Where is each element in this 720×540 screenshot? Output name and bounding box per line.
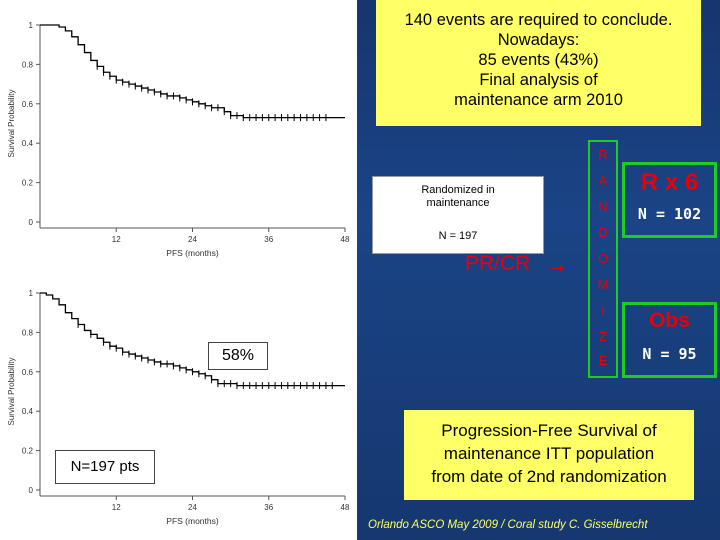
pfs-note-line: Progression-Free Survival of (441, 421, 657, 440)
randomized-title-line: maintenance (426, 197, 490, 209)
x-tick-label: 12 (112, 503, 121, 512)
y-tick-label: 0.2 (22, 447, 34, 456)
x-tick-label: 48 (341, 503, 350, 512)
footer-citation: Orlando ASCO May 2009 / Coral study C. G… (368, 519, 648, 531)
arm-rituximab-label: R x 6 (640, 169, 699, 196)
y-tick-label: 0 (29, 218, 34, 227)
y-axis-label: Survival Probability (7, 357, 16, 425)
events-note-line: Final analysis of (479, 71, 598, 89)
pfs-note: Progression-Free Survival of maintenance… (404, 410, 694, 500)
randomize-column: R A N D O M I Z E (588, 140, 618, 378)
y-tick-label: 0.4 (22, 407, 34, 416)
events-note: 140 events are required to conclude. Now… (376, 0, 701, 126)
randomize-letter: D (598, 225, 608, 240)
x-axis-label: PFS (months) (166, 248, 219, 258)
y-tick-label: 0.6 (22, 368, 34, 377)
events-note-line: 140 events are required to conclude. (404, 11, 673, 29)
y-tick-label: 0.8 (22, 60, 34, 69)
y-tick-label: 0.6 (22, 100, 34, 109)
x-tick-label: 24 (188, 235, 197, 244)
arm-rituximab-box: R x 6 N = 102 (622, 162, 717, 238)
arm-rituximab-n: N = 102 (637, 205, 702, 223)
randomize-letter: N (598, 199, 608, 214)
y-tick-label: 1 (29, 289, 34, 298)
randomize-letter: E (598, 353, 608, 368)
pfs-note-line: from date of 2nd randomization (431, 467, 667, 486)
randomized-title: Randomized in maintenance (373, 184, 543, 210)
randomize-letter: O (597, 251, 609, 266)
events-note-line: 85 events (43%) (478, 51, 599, 69)
arm-observation-label: Obs (649, 309, 690, 332)
y-axis-label: Survival Probability (7, 89, 16, 157)
x-tick-label: 36 (264, 235, 273, 244)
km-chart-bottom: 0 0.2 0.4 0.6 0.8 1 12 24 36 48 PFS (months) Surviv… (7, 289, 350, 526)
events-note-line: maintenance arm 2010 (454, 91, 623, 109)
randomized-n: N = 197 (438, 230, 478, 242)
y-tick-label: 0.8 (22, 328, 34, 337)
x-tick-label: 12 (112, 235, 121, 244)
x-tick-label: 24 (188, 503, 197, 512)
randomize-letter: M (597, 277, 609, 292)
pfs-note-line: maintenance ITT population (443, 444, 655, 463)
pr-cr-label: PR/CR (465, 252, 531, 275)
randomize-letter: Z (599, 329, 607, 344)
y-tick-label: 0 (29, 486, 34, 495)
randomize-letter: A (598, 173, 608, 188)
y-tick-label: 1 (29, 21, 34, 30)
events-note-line: Nowadays: (497, 31, 580, 49)
x-tick-label: 48 (341, 235, 350, 244)
km-chart-top: 0 0.2 0.4 0.6 0.8 1 12 24 36 48 PFS (months) Surviv… (7, 21, 350, 258)
npts-annotation: N=197 pts (55, 450, 155, 484)
arm-observation-n: N = 95 (642, 345, 697, 363)
pct-annotation: 58% (208, 342, 268, 370)
y-tick-label: 0.4 (22, 139, 34, 148)
randomized-box: Randomized in maintenance N = 197 (372, 176, 544, 254)
x-tick-label: 36 (264, 503, 273, 512)
y-tick-label: 0.2 (22, 179, 34, 188)
x-axis-label: PFS (months) (166, 516, 219, 526)
randomize-letter: I (601, 303, 605, 318)
arrow-right-icon: → (546, 252, 568, 277)
randomize-letter: R (598, 147, 608, 162)
arm-observation-box: Obs N = 95 (622, 302, 717, 378)
randomized-title-line: Randomized in (421, 184, 495, 196)
